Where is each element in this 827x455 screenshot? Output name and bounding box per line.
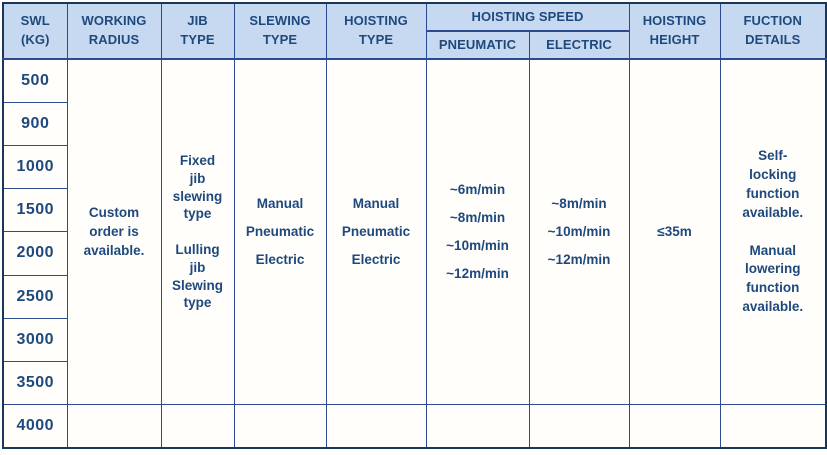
table-row: 4000 (2, 404, 827, 449)
header-row-1: SWL (KG) WORKING RADIUS JIB TYPE SLEWING… (2, 2, 827, 60)
swl-value-cell: 3000 (2, 317, 68, 363)
jib-type-cell: Fixed jib slewing type Lulling jib Slewi… (160, 58, 235, 406)
col-header-pneumatic: PNEUMATIC (425, 30, 530, 60)
col-header-slewing-type: SLEWING TYPE (233, 2, 327, 60)
header-row-2: PNEUMATIC ELECTRIC (3, 30, 826, 60)
table-row: 900 (2, 101, 826, 146)
hoisting-type-cell: Manual Pneumatic Electric (325, 58, 427, 406)
col-header-hoisting-type: HOISTING TYPE (325, 2, 427, 60)
table-row: 2500 (2, 274, 826, 319)
empty-cell (233, 404, 327, 449)
electric-speed-cell: ~8m/min ~10m/min ~12m/min (528, 58, 630, 406)
col-header-jib-type: JIB TYPE (160, 2, 235, 60)
empty-cell (160, 404, 235, 449)
swl-value-cell: 900 (2, 101, 68, 146)
col-header-electric: ELECTRIC (528, 30, 630, 60)
swl-value-cell: 500 (2, 58, 68, 103)
slewing-type-cell: Manual Pneumatic Electric (233, 58, 327, 406)
hoisting-height-cell: ≤35m (628, 58, 721, 406)
pneumatic-speed-cell: ~6m/min ~8m/min ~10m/min ~12m/min (425, 58, 530, 406)
swl-value-cell: 1500 (2, 188, 68, 233)
swl-value-cell: 1000 (2, 144, 68, 190)
table-body: 500 Custom order is available. Fixed jib… (2, 58, 827, 449)
empty-cell (528, 404, 630, 449)
swl-value-cell: 4000 (2, 404, 68, 449)
swl-value-cell: 3500 (2, 361, 68, 406)
table-row: 1000 (2, 144, 826, 190)
swl-value-cell: 2000 (2, 231, 68, 276)
empty-cell (628, 404, 721, 449)
col-header-hoisting-height: HOISTING HEIGHT (628, 2, 721, 60)
table-header: SWL (KG) WORKING RADIUS JIB TYPE SLEWING… (2, 2, 827, 60)
col-header-working-radius: WORKING RADIUS (66, 2, 162, 60)
table-row: 3500 (2, 361, 826, 406)
function-details-cell: Self- locking function available. Manual… (719, 58, 827, 406)
col-header-hoisting-speed: HOISTING SPEED (425, 2, 630, 32)
empty-cell (719, 404, 827, 449)
table-row: 500 Custom order is available. Fixed jib… (2, 58, 827, 406)
working-radius-cell: Custom order is available. (66, 58, 162, 406)
table-row: 3000 (2, 317, 826, 363)
empty-cell (325, 404, 427, 449)
table-row: 2000 (2, 231, 826, 276)
swl-value-cell: 2500 (2, 274, 68, 319)
empty-cell (425, 404, 530, 449)
col-header-swl: SWL (KG) (2, 2, 68, 60)
empty-cell (66, 404, 162, 449)
col-header-function-details: FUCTION DETAILS (719, 2, 827, 60)
table-row: 1500 (2, 188, 826, 233)
